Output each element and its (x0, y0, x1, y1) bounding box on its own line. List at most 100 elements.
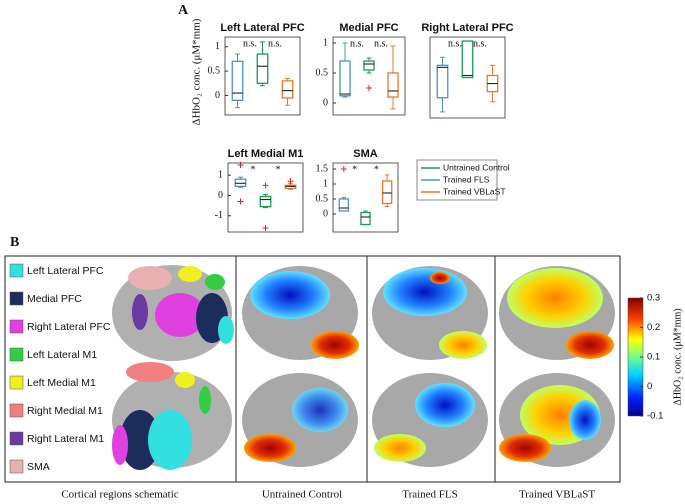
significance: * (374, 164, 379, 175)
box (281, 80, 294, 99)
legend-label: Trained VBLaST (443, 186, 506, 196)
region-label: Left Lateral PFC (27, 265, 104, 277)
colorbar-tick-label: 0.2 (647, 322, 660, 333)
plot-frame (332, 36, 406, 116)
region-area (128, 266, 172, 290)
colorbar-tick-label: 0.1 (647, 352, 660, 363)
chart-title: Right Lateral PFC (421, 22, 513, 34)
plot-frame (227, 162, 304, 233)
box (387, 72, 399, 98)
region-swatch (9, 347, 24, 362)
region-label: Right Lateral M1 (27, 433, 104, 445)
chart-title: Medial PFC (339, 22, 398, 34)
region-swatch (9, 291, 24, 306)
colorbar-tick-label: -0.1 (647, 411, 663, 422)
region-swatch (9, 459, 24, 474)
significance: * (352, 164, 357, 175)
region-area (148, 410, 192, 470)
panel-label: A (178, 3, 189, 18)
region-label: Right Medial M1 (27, 405, 103, 417)
plot-frame (224, 36, 301, 116)
box (339, 60, 351, 97)
outlier (262, 224, 269, 231)
brain-images (242, 266, 615, 467)
region-label: Right Lateral PFC (27, 321, 111, 333)
region-area (155, 293, 205, 337)
region-swatch (9, 403, 24, 418)
region-area (120, 410, 160, 470)
y-tick-label: 1 (323, 37, 328, 48)
caption: Trained VBLaST (519, 489, 595, 501)
significance: n.s. (243, 38, 257, 49)
significance: * (251, 164, 256, 175)
caption: Trained FLS (402, 489, 458, 501)
legend-label: Untrained Control (443, 162, 510, 172)
region-area (126, 362, 174, 382)
legend-label: Trained FLS (443, 174, 490, 184)
y-axis-label: ΔHbO₂ conc. (μM*mm) (191, 18, 203, 125)
caption: Untrained Control (262, 489, 342, 501)
y-tick-label: 1.5 (316, 163, 329, 174)
brain-untrained (242, 266, 359, 467)
colorbar-tick-label: 0 (647, 381, 652, 392)
box (436, 64, 449, 99)
box (363, 60, 375, 71)
chart-title: SMA (353, 148, 378, 160)
region-label: Medial PFC (27, 293, 82, 305)
region-area (132, 294, 148, 330)
plot-frame (429, 36, 506, 119)
y-tick-label: 0.5 (316, 193, 329, 204)
panel-label: B (10, 235, 19, 250)
brain-schematic (112, 265, 234, 470)
y-tick-label: 0.5 (208, 65, 221, 76)
region-area (178, 266, 202, 282)
brain-fls (372, 266, 488, 467)
box (259, 195, 272, 208)
box (381, 180, 393, 205)
region-swatch (9, 263, 24, 278)
colorbar-label: ΔHbO₂ conc. (μM*mm) (672, 308, 683, 405)
significance: n.s. (473, 38, 487, 49)
y-tick-label: 0 (218, 190, 223, 201)
significance: * (276, 164, 281, 175)
region-swatch (9, 319, 24, 334)
outlier (287, 178, 294, 185)
region-label: Left Medial M1 (27, 377, 96, 389)
significance: n.s. (268, 38, 282, 49)
y-tick-label: 1 (215, 41, 220, 52)
y-tick-label: 1 (323, 178, 328, 189)
plot-frame (332, 162, 399, 233)
box (461, 40, 474, 79)
outlier (340, 166, 347, 172)
significance: n.s. (374, 38, 388, 49)
y-tick-label: -1 (215, 210, 223, 221)
outlier (237, 198, 244, 205)
box (256, 53, 269, 84)
box (360, 211, 371, 226)
region-swatch (9, 375, 24, 390)
significance: n.s. (350, 38, 364, 49)
region-area (112, 425, 128, 465)
outlier (262, 182, 269, 189)
chart-title: Left Lateral PFC (220, 22, 304, 34)
region-label: Left Lateral M1 (27, 349, 97, 361)
box (231, 60, 244, 102)
region-swatch (9, 431, 24, 446)
region-label: SMA (27, 461, 50, 473)
y-tick-label: 0.5 (316, 67, 329, 78)
outlier (366, 85, 372, 91)
caption: Cortical regions schematic (61, 489, 178, 501)
brain-vblast (499, 266, 615, 467)
region-area (199, 386, 211, 414)
region-area (175, 372, 195, 388)
region-area (218, 316, 234, 344)
chart-title: Left Medial M1 (228, 148, 304, 160)
y-tick-label: 0 (323, 97, 328, 108)
outlier (237, 162, 244, 169)
y-tick-label: 1 (218, 169, 223, 180)
significance: n.s. (448, 38, 462, 49)
region-area (205, 274, 225, 290)
box (338, 198, 350, 212)
y-tick-label: 0 (215, 90, 220, 101)
